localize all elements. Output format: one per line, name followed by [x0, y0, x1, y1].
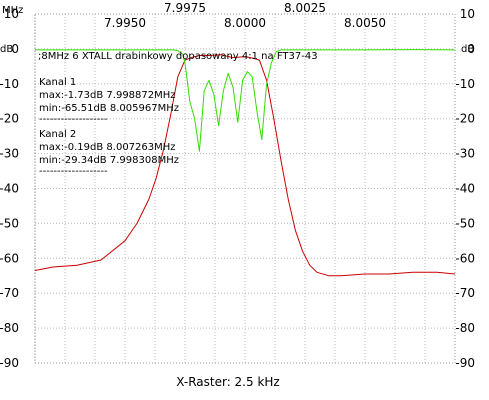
- right-y-tick-label: -40: [455, 182, 475, 196]
- left-y-tick-label: -20: [0, 112, 19, 126]
- x-unit-label: MHz: [2, 5, 23, 16]
- annotation-kanal1: Kanal 1: [39, 77, 76, 88]
- series-line-2: [35, 49, 456, 152]
- chart-title: ;8MHz 6 XTALL drabinkowy dopasowany 4:1 …: [38, 51, 318, 62]
- x-tick-label: 7.9950: [104, 16, 146, 30]
- left-y-tick-label: -10: [0, 77, 19, 91]
- right-y-tick-label: 0: [467, 42, 475, 56]
- right-y-tick-label: -10: [455, 77, 475, 91]
- series-layer: [34, 49, 456, 277]
- annotation-kanal2: Kanal 2: [39, 129, 76, 140]
- left-y-unit-label: dB: [0, 44, 13, 55]
- right-y-tick-label: -30: [455, 147, 475, 161]
- x-tick-label: 8.0050: [344, 16, 386, 30]
- annotation-separator-1: -------------------: [39, 114, 108, 125]
- annotation-separator-2: -------------------: [39, 166, 108, 177]
- plot-frame: [34, 13, 456, 364]
- left-y-tick-label: -90: [0, 356, 19, 370]
- series-line-1: [34, 54, 456, 277]
- annotation-kanal2-max: max:-0.19dB 8.007263MHz: [39, 142, 176, 153]
- right-y-tick-label: -70: [455, 286, 475, 300]
- right-y-tick-label: -80: [455, 321, 475, 335]
- left-y-tick-labels: 10 0 -10 -20 -30 -40 -50 -60 -70 -80 -90: [0, 7, 19, 370]
- right-y-tick-label: 10: [460, 7, 475, 21]
- right-y-tick-label: -20: [455, 112, 475, 126]
- annotation-box: Kanal 1 max:-1.73dB 7.998872MHz min:-65.…: [39, 77, 179, 177]
- left-y-tick-label: 0: [11, 42, 19, 56]
- left-y-tick-label: -70: [0, 286, 19, 300]
- x-tick-labels: 7.9950 7.9975 8.0000 8.0025 8.0050: [104, 1, 386, 30]
- right-y-tick-labels: 10 0 -10 -20 -30 -40 -50 -60 -70 -80 -90: [455, 7, 475, 370]
- grid: [34, 13, 456, 364]
- right-y-tick-label: -50: [455, 216, 475, 230]
- left-y-tick-label: 10: [4, 7, 19, 21]
- x-axis-label: X-Raster: 2.5 kHz: [176, 375, 279, 389]
- annotation-kanal1-max: max:-1.73dB 7.998872MHz: [39, 90, 176, 101]
- annotation-kanal2-min: min:-29.34dB 7.998308MHz: [39, 155, 179, 166]
- right-y-tick-label: -60: [455, 251, 475, 265]
- left-y-tick-label: -50: [0, 216, 19, 230]
- right-y-unit-label: dB: [461, 44, 474, 55]
- left-y-tick-label: -80: [0, 321, 19, 335]
- left-y-tick-label: -60: [0, 251, 19, 265]
- annotation-kanal1-min: min:-65.51dB 8.005967MHz: [39, 103, 179, 114]
- x-tick-label: 8.0025: [284, 1, 326, 15]
- left-y-tick-label: -30: [0, 147, 19, 161]
- left-y-tick-label: -40: [0, 182, 19, 196]
- right-y-tick-label: -90: [455, 356, 475, 370]
- x-tick-label: 8.0000: [224, 16, 266, 30]
- x-tick-label: 7.9975: [164, 1, 206, 15]
